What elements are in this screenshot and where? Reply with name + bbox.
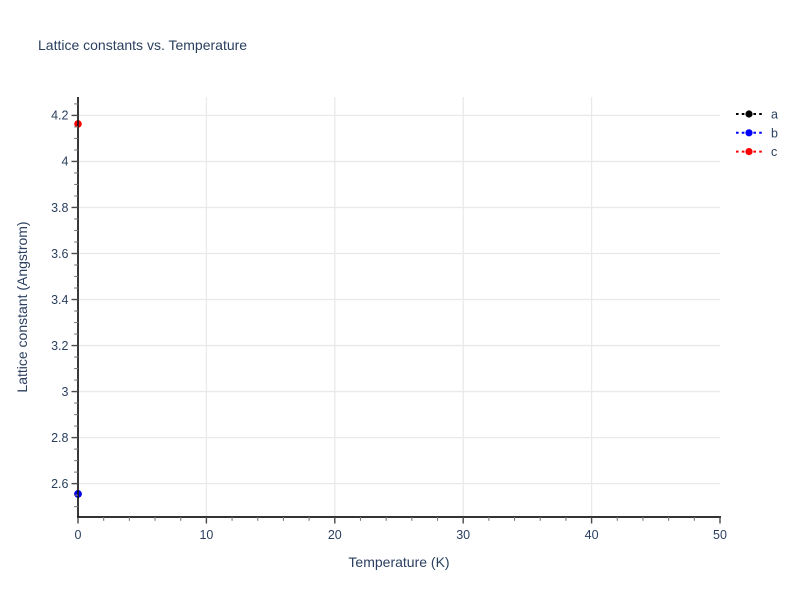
axes: 0 10 20 30 40 50 2.6 2.8 3 3.2 3.4 3.6 3.8 4 4.2 [51,97,727,542]
x-tick-label: 30 [456,528,470,542]
y-tick-label: 3 [62,385,69,399]
x-tick-label: 0 [75,528,82,542]
legend-marker-sample [745,148,753,156]
y-tick-label: 3.6 [51,247,68,261]
legend-label: b [771,126,778,140]
legend-marker-sample [745,110,753,118]
gridlines [78,97,720,517]
x-tick-label: 20 [328,528,342,542]
legend-label: a [771,108,778,122]
x-axis-label: Temperature (K) [348,554,450,570]
y-tick-label: 4.2 [51,109,68,123]
chart-title: Lattice constants vs. Temperature [38,37,248,53]
x-tick-label: 10 [199,528,213,542]
legend-label: c [771,145,777,159]
y-axis-label: Lattice constant (Angstrom) [14,221,30,393]
x-tick-label: 50 [713,528,727,542]
y-tick-label: 2.8 [51,431,68,445]
y-tick-label: 4 [62,155,69,169]
y-tick-label: 3.2 [51,339,68,353]
x-tick-label: 40 [585,528,599,542]
legend-item-b[interactable]: b [736,126,778,140]
legend-item-c[interactable]: c [736,145,777,159]
y-tick-label: 3.4 [51,293,68,307]
legend-item-a[interactable]: a [736,108,778,122]
legend-marker-sample [745,129,753,137]
legend: abc [736,108,778,159]
y-tick-label: 2.6 [51,477,68,491]
y-tick-label: 3.8 [51,201,68,215]
